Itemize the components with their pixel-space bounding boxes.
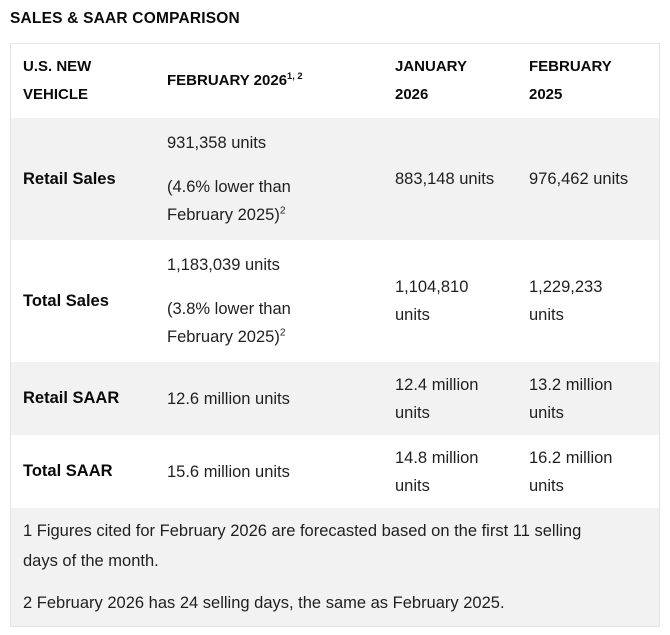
total-saar-jan-2026-value: 14.8 million units [395,448,479,495]
total-saar-feb-2025-value: 16.2 million units [529,448,613,495]
retail-sales-feb-2025-value: 976,462 units [529,170,629,188]
retail-sales-note-text: (4.6% lower than February 2025) [167,178,291,224]
header-february-2026-label: FEBRUARY 2026 [167,72,288,89]
retail-sales-note-footnote-ref: 2 [279,205,286,217]
retail-sales-jan-2026-value: 883,148 units [395,170,495,188]
row-label-total-sales: Total Sales [23,291,109,310]
retail-sales-jan-2026-cell: 883,148 units [383,165,517,193]
total-saar-feb-2026-cell: 15.6 million units [155,458,383,486]
total-sales-feb-2026-note: (3.8% lower than February 2025)2 [167,295,339,351]
page-title: SALES & SAAR COMPARISON [10,10,240,27]
total-sales-feb-2025-cell: 1,229,233 units [517,273,659,329]
footnote-2: 2 February 2026 has 24 selling days, the… [23,594,505,612]
retail-saar-feb-2025-value: 13.2 million units [529,375,613,422]
retail-saar-feb-2025-cell: 13.2 million units [517,371,659,427]
retail-saar-jan-2026-cell: 12.4 million units [383,371,517,427]
retail-saar-jan-2026-value: 12.4 million units [395,375,479,422]
footnote-1: 1 Figures cited for February 2026 are fo… [23,522,582,570]
total-saar-feb-2025-cell: 16.2 million units [517,444,659,500]
sales-saar-table: U.S. NEW VEHICLE FEBRUARY 20261, 2 JANUA… [10,43,660,627]
total-sales-jan-2026-value: 1,104,810 units [395,278,469,324]
header-us-new-vehicle-label: U.S. NEW VEHICLE [23,58,92,103]
total-sales-feb-2026-value: 1,183,039 units [167,256,280,274]
retail-sales-feb-2026-note: (4.6% lower than February 2025)2 [167,173,339,229]
retail-saar-feb-2026-value: 12.6 million units [167,389,290,408]
retail-saar-feb-2026-cell: 12.6 million units [155,385,383,413]
row-label-total-saar: Total SAAR [23,462,113,480]
total-sales-feb-2026-cell: 1,183,039 units (3.8% lower than Februar… [155,251,383,351]
table-header-row: U.S. NEW VEHICLE FEBRUARY 20261, 2 JANUA… [11,44,659,118]
header-us-new-vehicle: U.S. NEW VEHICLE [11,53,155,109]
total-sales-feb-2025-value: 1,229,233 units [529,278,603,324]
row-label-retail-saar: Retail SAAR [23,389,120,407]
header-january-2026: JANUARY 2026 [383,53,517,109]
header-february-2025: FEBRUARY 2025 [517,53,659,109]
table-row-total-sales: Total Sales 1,183,039 units (3.8% lower … [11,240,659,362]
header-february-2026-footnote-ref: 1, 2 [287,71,303,81]
retail-sales-feb-2025-cell: 976,462 units [517,165,659,193]
retail-sales-feb-2026-cell: 931,358 units (4.6% lower than February … [155,129,383,229]
table-row-total-saar: Total SAAR 15.6 million units 14.8 milli… [11,435,659,508]
row-label-retail-sales: Retail Sales [23,169,116,188]
header-february-2026: FEBRUARY 20261, 2 [155,67,383,95]
retail-sales-feb-2026-value: 931,358 units [167,134,267,152]
table-row-retail-saar: Retail SAAR 12.6 million units 12.4 mill… [11,362,659,435]
total-saar-feb-2026-value: 15.6 million units [167,462,290,481]
total-saar-jan-2026-cell: 14.8 million units [383,444,517,500]
total-sales-note-footnote-ref: 2 [279,327,286,339]
total-sales-jan-2026-cell: 1,104,810 units [383,273,517,329]
header-february-2025-label: FEBRUARY 2025 [529,58,612,103]
table-footnotes: 1 Figures cited for February 2026 are fo… [11,508,659,626]
table-row-retail-sales: Retail Sales 931,358 units (4.6% lower t… [11,118,659,240]
header-january-2026-label: JANUARY 2026 [395,58,467,103]
total-sales-note-text: (3.8% lower than February 2025) [167,300,291,346]
